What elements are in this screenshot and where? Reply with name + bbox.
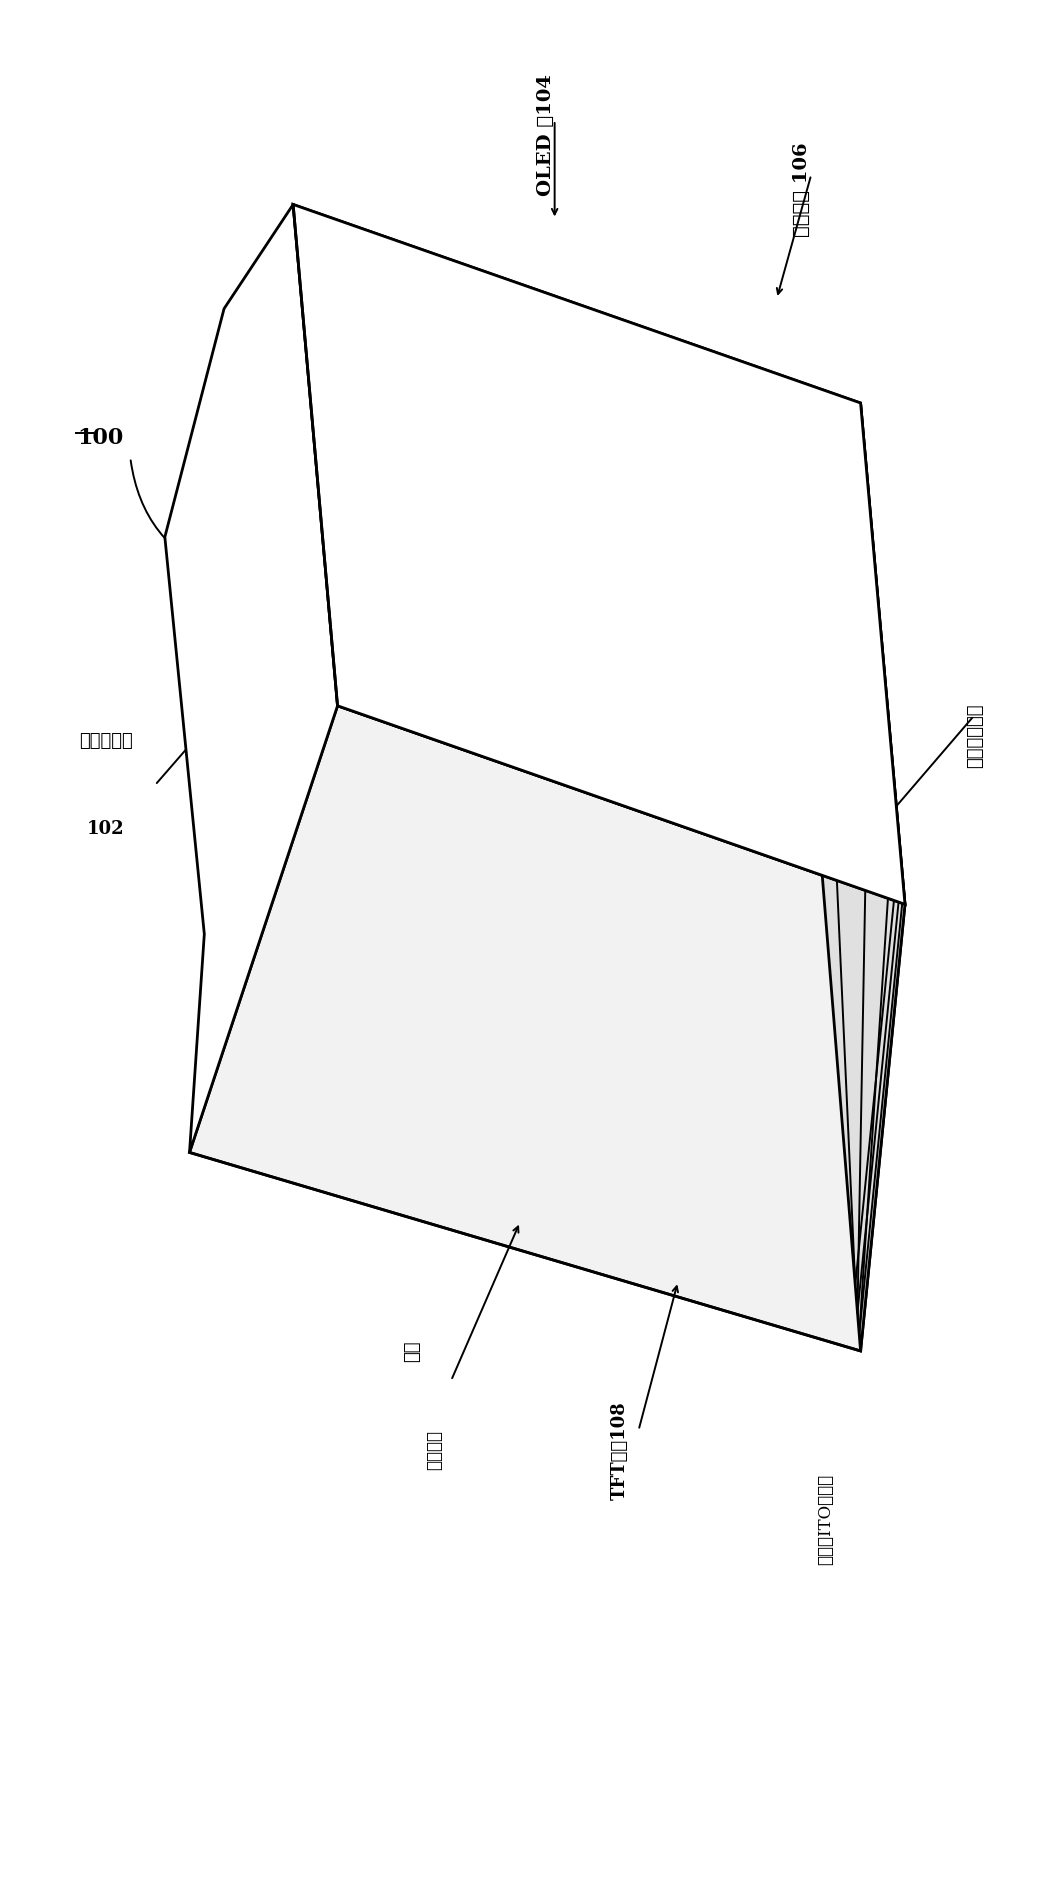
- Text: 顶部封装层: 顶部封装层: [79, 733, 132, 750]
- Polygon shape: [638, 708, 699, 799]
- Polygon shape: [165, 205, 338, 1153]
- Polygon shape: [524, 435, 586, 526]
- Polygon shape: [790, 411, 851, 503]
- Polygon shape: [294, 205, 905, 904]
- Polygon shape: [698, 379, 759, 471]
- Polygon shape: [534, 556, 597, 646]
- Polygon shape: [545, 676, 607, 767]
- Polygon shape: [816, 403, 905, 1351]
- Text: 100: 100: [77, 428, 124, 448]
- Text: OLED 层104: OLED 层104: [536, 73, 554, 196]
- Polygon shape: [730, 740, 791, 831]
- Polygon shape: [605, 347, 667, 439]
- Polygon shape: [800, 531, 862, 624]
- Polygon shape: [626, 588, 689, 678]
- Polygon shape: [492, 284, 904, 895]
- Polygon shape: [822, 772, 884, 863]
- Text: TFT阵列108: TFT阵列108: [610, 1402, 628, 1500]
- Polygon shape: [513, 315, 574, 407]
- Polygon shape: [616, 467, 678, 560]
- Text: （栅极）: （栅极）: [427, 1430, 444, 1470]
- Polygon shape: [189, 706, 905, 1351]
- Text: 列线: 列线: [403, 1340, 421, 1362]
- Text: 背板基板 106: 背板基板 106: [793, 143, 811, 237]
- Polygon shape: [719, 620, 780, 710]
- Polygon shape: [709, 499, 770, 592]
- Text: 102: 102: [87, 820, 125, 838]
- Text: （包括ITO电极）: （包括ITO电极）: [817, 1473, 834, 1566]
- Polygon shape: [811, 652, 873, 744]
- Text: 行线（源极）: 行线（源极）: [966, 703, 984, 769]
- Polygon shape: [294, 205, 905, 904]
